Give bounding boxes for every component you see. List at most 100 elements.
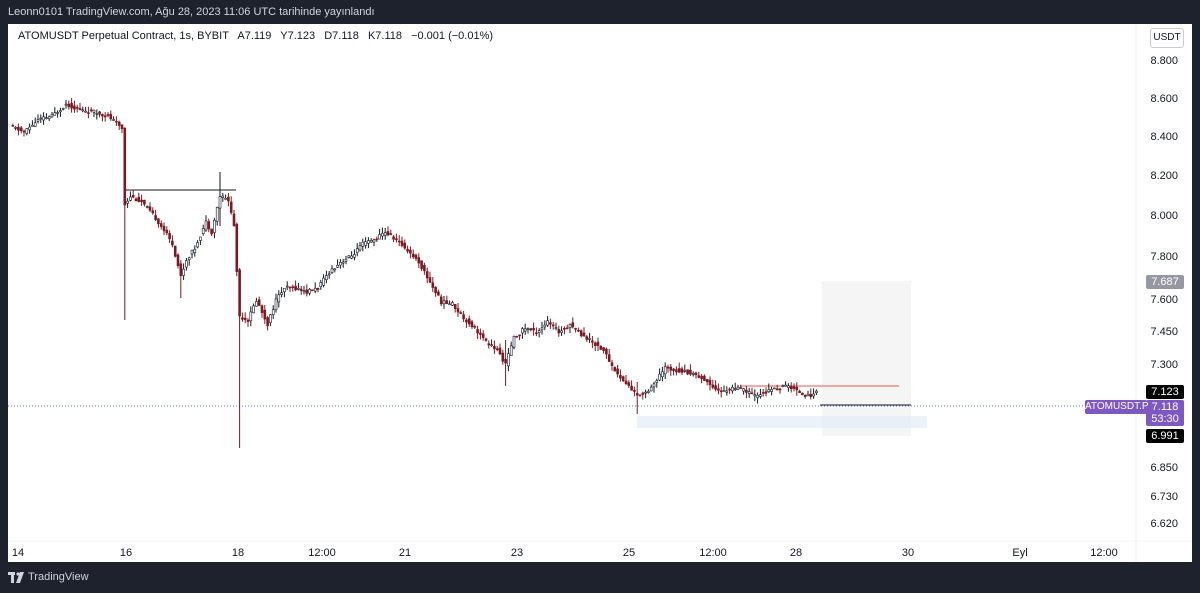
candle-body	[560, 330, 563, 333]
candle-body	[588, 338, 591, 340]
footer-brand[interactable]: TradingView	[28, 571, 89, 583]
candle-body	[353, 254, 356, 258]
candle-body	[781, 385, 785, 387]
time-tick: 28	[789, 547, 803, 559]
target-box[interactable]	[822, 281, 911, 436]
candle-body	[162, 225, 166, 232]
candle-body	[201, 228, 205, 234]
candle-body	[22, 130, 26, 133]
currency-button[interactable]: USDT	[1150, 28, 1184, 48]
candle-body	[316, 287, 320, 290]
candle-body	[812, 393, 815, 397]
candle-body	[291, 286, 295, 289]
candle-body	[479, 332, 482, 335]
candle-body	[243, 317, 247, 320]
candle-body	[605, 348, 608, 355]
candle-body	[126, 200, 129, 204]
candle-body	[154, 215, 157, 220]
candle-body	[585, 336, 589, 340]
candle-body	[747, 391, 751, 394]
candle-body	[151, 210, 155, 214]
candle-body	[518, 334, 521, 337]
candle-body	[232, 213, 236, 227]
candle-body	[437, 291, 440, 296]
candle-body	[67, 103, 71, 108]
candle-body	[644, 391, 647, 394]
candle-body	[249, 311, 253, 322]
price-tick: 6.730	[1150, 491, 1178, 503]
candle-body	[803, 394, 807, 397]
candle-body	[367, 240, 370, 244]
last-price-label[interactable]: 7.118	[1146, 400, 1184, 414]
candle-body	[672, 368, 675, 371]
candle-body	[204, 220, 208, 231]
time-tick: 14	[11, 547, 25, 559]
candle-body	[717, 388, 720, 391]
candle-body	[775, 388, 779, 391]
candle-body	[495, 348, 499, 351]
candle-body	[64, 103, 68, 106]
candle-body	[229, 201, 233, 213]
candle-body	[770, 389, 773, 392]
candle-body	[358, 245, 362, 251]
candle-body	[652, 383, 656, 388]
candle-body	[87, 112, 90, 114]
candle-body	[789, 385, 793, 390]
time-tick: 12:00	[308, 547, 336, 559]
chart-legend: ATOMUSDT Perpetual Contract, 1s, BYBIT A…	[18, 30, 499, 42]
candle-body	[137, 196, 141, 202]
candle-body	[431, 282, 435, 288]
candle-body	[193, 249, 197, 254]
candle-body	[106, 114, 110, 116]
candle-body	[655, 380, 659, 383]
candle-body	[512, 336, 516, 348]
low-price-label[interactable]: 6.991	[1146, 429, 1184, 443]
candle-body	[613, 367, 617, 372]
candle-body	[798, 390, 801, 394]
candle-body	[42, 116, 45, 121]
candle-body	[753, 394, 757, 397]
candle-body	[297, 287, 300, 290]
candle-body	[224, 197, 227, 200]
chart-pane[interactable]: ATOMUSDT Perpetual Contract, 1s, BYBIT A…	[8, 24, 1192, 562]
candle-body	[627, 382, 631, 386]
candle-body	[669, 366, 673, 371]
candle-body	[319, 282, 323, 288]
time-tick: Eyl	[1012, 547, 1028, 559]
symbol-badge[interactable]: ATOMUSDT.P	[1085, 400, 1149, 414]
candle-body	[409, 249, 412, 254]
time-tick: 16	[119, 547, 133, 559]
candle-body	[266, 317, 269, 327]
support-zone[interactable]	[637, 416, 927, 428]
candle-body	[311, 289, 314, 292]
legend-symbol[interactable]: ATOMUSDT Perpetual Contract, 1s, BYBIT	[18, 30, 229, 42]
candle-body	[649, 386, 653, 392]
candle-body	[372, 239, 376, 243]
candle-body	[467, 318, 471, 325]
candle-body	[56, 112, 59, 114]
candle-body	[806, 393, 810, 397]
candle-body	[347, 255, 351, 258]
candle-body	[39, 117, 43, 120]
candle-body	[739, 387, 743, 389]
candle-body	[493, 345, 496, 350]
candle-body	[129, 196, 132, 201]
high-price-label[interactable]: 7.123	[1146, 385, 1184, 399]
candle-body	[465, 319, 468, 323]
candle-body	[159, 223, 163, 227]
candle-body	[299, 288, 303, 291]
time-tick: 30	[901, 547, 915, 559]
candle-body	[285, 285, 289, 288]
price-tick: 8.200	[1150, 170, 1178, 182]
candle-body	[619, 375, 622, 379]
price-chart-svg[interactable]	[8, 24, 1192, 562]
candle-body	[451, 302, 454, 306]
candle-body	[711, 384, 715, 388]
candle-body	[364, 241, 367, 246]
candle-body	[339, 261, 342, 266]
candle-body	[207, 221, 211, 230]
candle-body	[456, 308, 460, 313]
target-price-label[interactable]: 7.687	[1146, 275, 1184, 289]
price-tick: 8.800	[1150, 55, 1178, 67]
candle-body	[330, 268, 334, 273]
